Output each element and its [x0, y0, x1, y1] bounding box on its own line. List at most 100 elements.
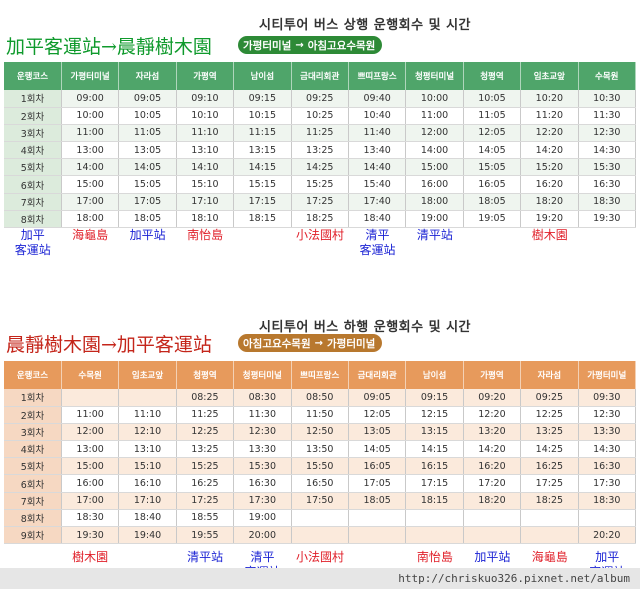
departure-time: 14:25: [291, 158, 349, 177]
departure-time: 15:25: [176, 457, 235, 476]
departure-time: 17:25: [520, 474, 579, 493]
departure-time: 09:05: [348, 389, 407, 407]
route-from: 가평터미널: [243, 39, 292, 52]
departure-time: 12:05: [348, 406, 407, 424]
departure-time: 14:00: [61, 158, 120, 177]
departure-time: [118, 389, 177, 407]
departure-time: 12:50: [291, 423, 349, 442]
departure-time: 18:05: [118, 210, 177, 229]
departure-time: 18:40: [118, 509, 177, 528]
departure-time: [463, 509, 522, 528]
row-label: 2회차: [4, 107, 62, 125]
departure-time: 11:05: [463, 107, 522, 125]
table-row: 9회차 19:30 19:40 19:55 20:00 20:20: [4, 526, 637, 545]
column-header-stop: 청평터미널: [233, 361, 292, 389]
row-label: 7회차: [4, 492, 62, 510]
departure-time: [520, 526, 579, 545]
departure-time: 11:30: [578, 107, 637, 125]
departure-time: 20:20: [578, 526, 637, 545]
departure-time: [405, 526, 464, 545]
departure-time: 13:25: [176, 440, 235, 459]
departure-time: 16:20: [520, 175, 579, 194]
departure-time: 15:00: [405, 158, 464, 177]
row-label: 8회차: [4, 509, 62, 528]
departure-time: 16:05: [348, 457, 407, 476]
departure-time: 11:00: [405, 107, 464, 125]
departure-time: 19:30: [61, 526, 120, 545]
departure-time: 13:05: [348, 423, 407, 442]
row-label: 4회차: [4, 141, 62, 160]
departure-time: 12:30: [578, 406, 637, 424]
table-row: 4회차 13:00 13:10 13:25 13:30 13:50 14:05 14:15 14…: [4, 440, 637, 459]
departure-time: 10:15: [233, 107, 292, 125]
departure-time: 19:05: [463, 210, 522, 229]
row-label: 3회차: [4, 124, 62, 143]
departure-time: 10:00: [405, 90, 464, 108]
departure-time: 20:00: [233, 526, 292, 545]
departure-time: 12:15: [405, 406, 464, 424]
row-label: 6회차: [4, 474, 62, 493]
departure-time: 13:00: [61, 440, 120, 459]
departure-time: 11:25: [291, 124, 349, 143]
column-header-stop: 금대리회관: [291, 62, 349, 90]
departure-time: 13:40: [348, 141, 407, 160]
downbound-title: 시티투어 버스 하행 운행회수 및 시간: [258, 320, 472, 335]
departure-time: 14:10: [176, 158, 235, 177]
departure-time: 11:00: [61, 124, 120, 143]
departure-time: 10:20: [520, 90, 579, 108]
row-label: 1회차: [4, 389, 62, 407]
departure-time: 11:05: [118, 124, 177, 143]
departure-time: 19:00: [233, 509, 292, 528]
departure-time: 12:25: [176, 423, 235, 442]
departure-time: 14:20: [463, 440, 522, 459]
departure-time: 09:25: [291, 90, 349, 108]
arrow-right-icon: →: [295, 39, 304, 51]
departure-time: 12:20: [463, 406, 522, 424]
departure-time: 17:20: [463, 474, 522, 493]
departure-time: 12:00: [61, 423, 120, 442]
departure-time: 13:25: [520, 423, 579, 442]
departure-time: 17:10: [118, 492, 177, 510]
departure-time: 11:10: [176, 124, 235, 143]
departure-time: 18:55: [176, 509, 235, 528]
route-to: 아침고요수목원: [307, 39, 376, 52]
downbound-route-badge: 아침고요수목원 → 가평터미널: [238, 334, 383, 352]
departure-time: 12:30: [233, 423, 292, 442]
departure-time: 18:20: [463, 492, 522, 510]
upbound-timetable: 운행코스 가평터미널 자라섬 가평역 남이섬 금대리회관 쁘띠프랑스 청평터미널 청평역 임초교앞…: [4, 62, 637, 229]
departure-time: 13:30: [578, 423, 637, 442]
departure-time: 10:05: [118, 107, 177, 125]
departure-time: 18:05: [348, 492, 407, 510]
table-row: 5회차 15:00 15:10 15:25 15:30 15:50 16:05 16:15 16…: [4, 457, 637, 476]
departure-time: 12:30: [578, 124, 637, 143]
arrow-right-icon: →: [314, 337, 324, 349]
departure-time: 17:10: [176, 193, 235, 211]
stop-label-chinese: 樹木園: [72, 550, 109, 564]
upbound-route-chinese: 加平客運站→晨靜樹木園: [6, 36, 212, 58]
departure-time: 18:30: [578, 193, 637, 211]
departure-time: 11:30: [233, 406, 292, 424]
departure-time: 15:10: [176, 175, 235, 194]
downbound-route-chinese: 晨靜樹木園→加平客運站: [6, 334, 212, 356]
departure-time: [463, 526, 522, 545]
departure-time: 14:25: [520, 440, 579, 459]
upbound-section: 시티투어 버스 상행 운행회수 및 시간 加平客運站→晨靜樹木園 가평터미널 →…: [0, 0, 640, 270]
departure-time: 17:00: [61, 193, 120, 211]
departure-time: 08:25: [176, 389, 235, 407]
departure-time: 13:25: [291, 141, 349, 160]
departure-time: 18:30: [61, 509, 120, 528]
departure-time: 15:05: [463, 158, 522, 177]
departure-time: 09:15: [405, 389, 464, 407]
downbound-timetable: 운행코스 수목원 임초교앞 청평역 청평터미널 쁘띠프랑스 금대리회관 남이섬 가평역 자라섬 가평…: [4, 361, 637, 545]
column-header-stop: 청평역: [463, 62, 522, 90]
departure-time: 18:15: [405, 492, 464, 510]
row-label: 5회차: [4, 158, 62, 177]
departure-time: 11:20: [520, 107, 579, 125]
departure-time: 10:10: [176, 107, 235, 125]
column-header-stop: 금대리회관: [348, 361, 407, 389]
departure-time: 19:30: [578, 210, 637, 229]
departure-time: [291, 509, 349, 528]
row-label: 8회차: [4, 210, 62, 229]
header-row: 운행코스 가평터미널 자라섬 가평역 남이섬 금대리회관 쁘띠프랑스 청평터미널 청평역 임초교앞…: [4, 62, 637, 90]
departure-time: 13:10: [176, 141, 235, 160]
